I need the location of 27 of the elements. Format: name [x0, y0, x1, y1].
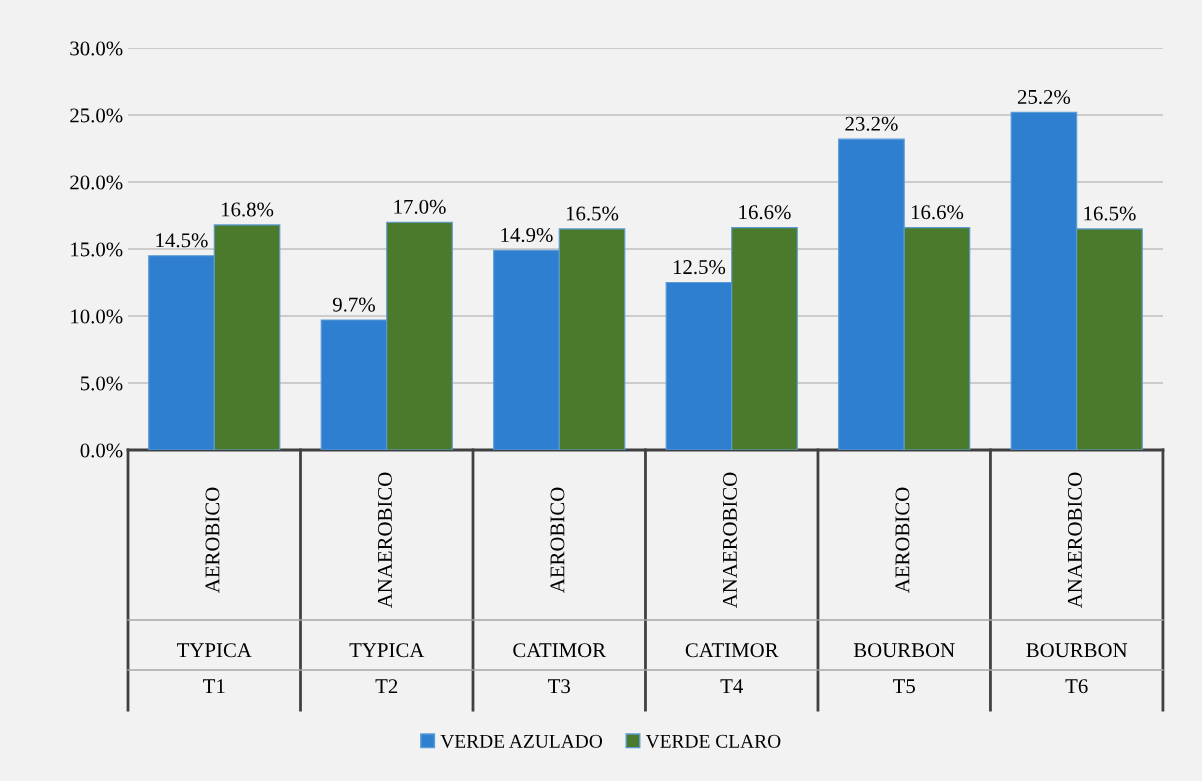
data-label: 14.9% [501, 227, 553, 243]
category-label: AEROBICO TYPICA T1 [177, 487, 252, 694]
data-label: 17.0% [394, 199, 446, 214]
category-label: ANAEROBICO TYPICA T2 [349, 472, 425, 694]
y-tick-label: 25.0% [70, 108, 123, 123]
y-tick-label: 20.0% [70, 175, 123, 190]
category-label: AEROBICO BOURBON T5 [853, 487, 955, 694]
data-label: 16.5% [566, 206, 619, 221]
data-label: 16.5% [1084, 206, 1136, 221]
data-label: 16.8% [221, 202, 274, 217]
legend-label: VERDE CLARO [645, 734, 781, 748]
category-label: ANAEROBICO BOURBON T6 [1026, 472, 1128, 694]
data-label: 9.7% [332, 297, 375, 312]
data-label: 23.2% [845, 116, 898, 131]
legend-label: VERDE AZULADO [440, 734, 603, 748]
data-label: 14.5% [156, 233, 208, 248]
y-tick-label: 15.0% [71, 242, 123, 257]
data-label: 25.2% [1017, 89, 1071, 105]
data-label: 12.5% [673, 260, 726, 275]
y-tick-label: 0.0% [80, 443, 123, 458]
category-label: ANAEROBICO CATIMOR T4 [685, 472, 779, 694]
data-label: 16.6% [739, 205, 791, 220]
category-label: AEROBICO CATIMOR T3 [513, 487, 607, 694]
data-label: 16.6% [911, 205, 964, 220]
y-tick-label: 30.0% [70, 41, 123, 56]
y-tick-label: 5.0% [80, 376, 123, 391]
y-tick-label: 10.0% [71, 309, 123, 324]
